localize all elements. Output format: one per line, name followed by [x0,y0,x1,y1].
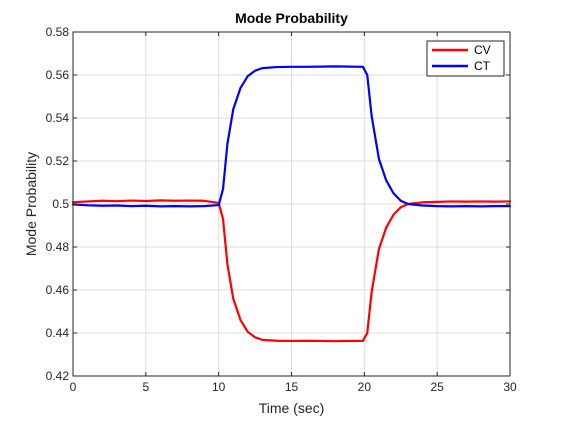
legend-box [426,40,505,77]
y-tick-label: 0.58 [46,25,70,39]
x-tick-label: 25 [430,380,444,394]
x-tick-label: 5 [142,380,149,394]
x-tick-label: 0 [70,380,77,394]
y-tick-label: 0.46 [46,283,70,297]
axis-ticks: 0 5 10 15 20 25 30 0.42 0.44 0.46 0.48 0.5 0.52 0.54 0… [46,25,517,394]
y-tick-label: 0.54 [46,111,70,125]
y-tick-label: 0.44 [46,326,70,340]
x-axis-label: Time (sec) [259,400,325,416]
y-tick-label: 0.56 [46,68,70,82]
x-tick-label: 20 [358,380,372,394]
legend-label-ct: CT [474,59,491,73]
x-tick-label: 10 [212,380,226,394]
y-tick-label: 0.42 [46,369,70,383]
legend: CV CT [426,40,505,77]
y-tick-label: 0.48 [46,240,70,254]
series-line-cv [71,199,512,343]
chart-title: Mode Probability [235,10,348,26]
y-tick-label: 0.52 [46,154,70,168]
legend-label-cv: CV [474,43,491,57]
y-axis-label: Mode Probability [23,152,39,256]
series-line-ct [71,65,512,208]
x-tick-label: 15 [285,380,299,394]
y-tick-label: 0.5 [52,197,69,211]
x-tick-label: 30 [503,380,517,394]
series-lines [71,65,512,343]
